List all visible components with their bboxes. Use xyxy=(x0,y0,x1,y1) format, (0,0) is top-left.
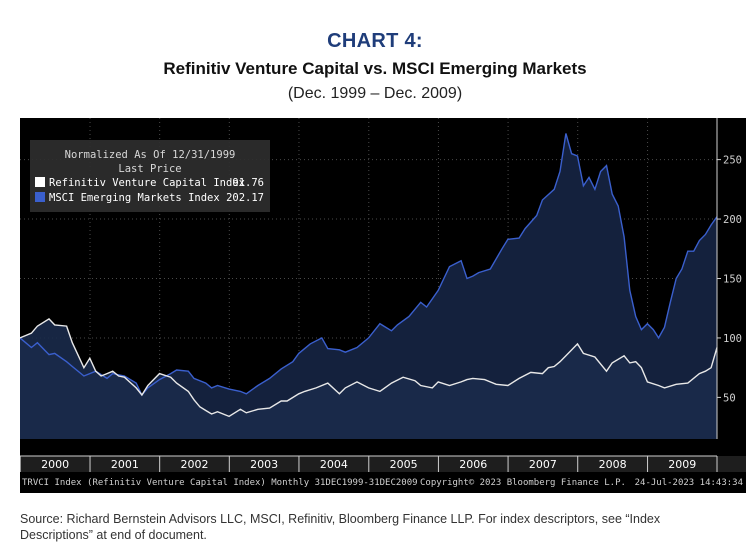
y-tick-label: 250 xyxy=(723,155,742,167)
legend-series-vc-name: Refinitiv Venture Capital Index xyxy=(49,177,245,189)
x-tick-label: 2007 xyxy=(529,458,557,471)
x-tick-label: 2005 xyxy=(390,458,418,471)
legend-last-price-label: Last Price xyxy=(118,163,181,175)
x-tick-label: 2006 xyxy=(459,458,487,471)
chart-label: CHART 4: xyxy=(327,30,423,52)
y-tick-label: 150 xyxy=(723,274,742,286)
y-tick-label: 100 xyxy=(723,333,742,345)
chart-title: Refinitiv Venture Capital vs. MSCI Emerg… xyxy=(163,59,587,78)
legend-swatch-vc xyxy=(35,177,45,187)
y-tick-label: 200 xyxy=(723,214,742,226)
legend-series-em-value: 202.17 xyxy=(226,192,264,204)
series-layer xyxy=(20,133,718,439)
series-vc-area xyxy=(20,318,717,439)
bloomberg-footer-bar: TRVCI Index (Refinitiv Venture Capital I… xyxy=(22,478,743,488)
footer-timestamp: 24-Jul-2023 14:43:34 xyxy=(635,478,743,488)
x-axis-band xyxy=(20,456,746,472)
y-axis: 50 100 150 200 250 xyxy=(717,155,742,404)
legend: Normalized As Of 12/31/1999 Last Price R… xyxy=(30,140,270,212)
legend-box xyxy=(30,140,270,212)
x-tick-label: 2002 xyxy=(180,458,208,471)
x-tick-label: 2004 xyxy=(320,458,348,471)
y-tick-label: 50 xyxy=(723,392,736,404)
source-note: Source: Richard Bernstein Advisors LLC, … xyxy=(20,512,661,542)
x-axis: 2000 2001 2002 2003 2004 2005 2006 2007 2008 2009 xyxy=(20,455,746,472)
x-tick-label: 2009 xyxy=(668,458,696,471)
x-tick-label: 2003 xyxy=(250,458,278,471)
legend-series-vc-value: 91.76 xyxy=(232,177,264,189)
legend-series-em-name: MSCI Emerging Markets Index xyxy=(49,192,220,204)
series-vc-line xyxy=(20,318,718,418)
footer-copyright: Copyright© 2023 Bloomberg Finance L.P. xyxy=(420,478,626,488)
legend-normalized-note: Normalized As Of 12/31/1999 xyxy=(65,149,236,161)
x-tick-label: 2001 xyxy=(111,458,139,471)
series-em-area xyxy=(20,133,717,439)
x-tick-label: 2008 xyxy=(599,458,627,471)
x-tick-label: 2000 xyxy=(41,458,69,471)
chart-subtitle: (Dec. 1999 – Dec. 2009) xyxy=(287,85,463,102)
legend-swatch-em xyxy=(35,192,45,202)
footer-index-description: TRVCI Index (Refinitiv Venture Capital I… xyxy=(22,478,418,488)
